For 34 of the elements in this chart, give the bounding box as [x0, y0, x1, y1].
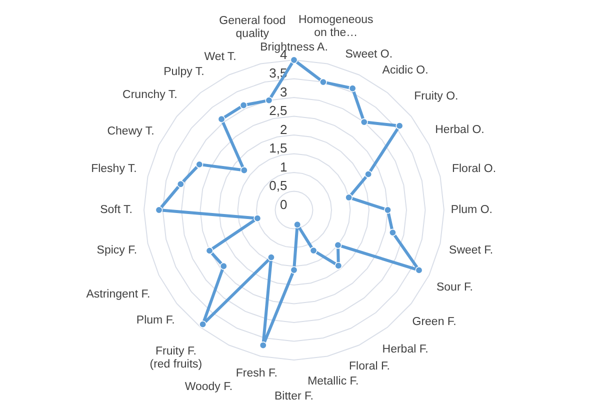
y-tick-label: 1 [280, 159, 288, 174]
spoke-label: Fruity F. (red fruits) [150, 346, 202, 371]
spoke-label: Fresh F. [236, 368, 278, 380]
spoke-label: Fleshy T. [91, 162, 137, 175]
y-tick-label: 0,5 [269, 178, 288, 193]
spoke-label: Acidic O. [382, 64, 428, 76]
spoke-label: Metallic F. [308, 376, 359, 388]
y-tick-label: 3 [280, 84, 288, 100]
y-tick-label: 0 [280, 196, 288, 212]
spoke-label: Astringent F. [86, 288, 150, 301]
y-tick-label: 1,5 [269, 140, 288, 156]
spoke-label: Crunchy T. [122, 89, 178, 102]
spoke-label: Green F. [412, 316, 456, 328]
spoke-label: General food quality [219, 15, 286, 40]
spoke-label: Herbal O. [435, 124, 484, 136]
spoke-label: Sweet F. [449, 244, 494, 256]
spoke-label: Fruity O. [414, 90, 458, 103]
spoke-label: Spicy F. [96, 244, 138, 256]
spoke-label: Soft T. [100, 204, 132, 216]
spoke-label: Homogeneous on the… [298, 14, 374, 39]
y-tick-label: 2 [280, 122, 288, 137]
spoke-label: Chewy T. [107, 125, 154, 138]
spoke-label: Bitter F. [274, 390, 314, 402]
y-tick-label: 2,5 [269, 103, 288, 118]
spoke-label: Plum O. [450, 204, 492, 216]
spoke-label: Wet T. [204, 50, 236, 63]
spoke-label: Plum F. [136, 314, 175, 326]
spoke-label: Pulpy T. [164, 66, 204, 78]
spoke-label: Floral O. [452, 162, 496, 175]
spoke-label: Sweet O. [345, 48, 393, 60]
spoke-label: Sour F. [436, 281, 473, 294]
spoke-label: Floral F. [349, 360, 390, 373]
spoke-label: Herbal F. [382, 344, 428, 356]
spoke-label: Woody F. [184, 381, 233, 394]
